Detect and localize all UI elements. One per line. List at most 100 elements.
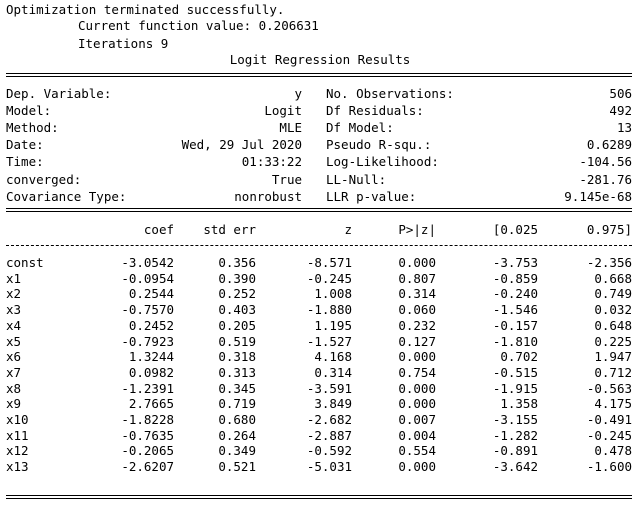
table-row: x10 -1.8228 0.680 -2.682 0.007 -3.155 -0.491 bbox=[0, 412, 640, 428]
cell-z: -8.571 bbox=[306, 255, 352, 270]
cell-hi: 0.225 bbox=[594, 334, 632, 349]
cell-p: 0.000 bbox=[398, 255, 436, 270]
summary-left-label: Covariance Type: bbox=[6, 189, 127, 204]
table-row: x2 0.2544 0.252 1.008 0.314 -0.240 0.749 bbox=[0, 286, 640, 302]
summary-left-label: Model: bbox=[6, 103, 52, 118]
table-row: x6 1.3244 0.318 4.168 0.000 0.702 1.947 bbox=[0, 349, 640, 365]
summary-row: Dep. Variable: y No. Observations: 506 bbox=[0, 86, 640, 102]
cell-hi: 0.712 bbox=[594, 365, 632, 380]
cell-p: 0.004 bbox=[398, 428, 436, 443]
summary-right-label: Df Residuals: bbox=[326, 103, 424, 118]
cell-lo: -1.282 bbox=[492, 428, 538, 443]
cell-hi: -1.600 bbox=[586, 459, 632, 474]
cell-coef: 0.2452 bbox=[128, 318, 174, 333]
cell-lo: -3.642 bbox=[492, 459, 538, 474]
summary-left-value: nonrobust bbox=[234, 189, 302, 204]
cell-stderr: 0.521 bbox=[218, 459, 256, 474]
cell-stderr: 0.390 bbox=[218, 271, 256, 286]
cell-stderr: 0.680 bbox=[218, 412, 256, 427]
table-row: const -3.0542 0.356 -8.571 0.000 -3.753 -2.356 bbox=[0, 255, 640, 271]
cell-hi: -2.356 bbox=[586, 255, 632, 270]
cell-p: 0.000 bbox=[398, 381, 436, 396]
summary-left-label: Dep. Variable: bbox=[6, 86, 112, 101]
cell-lo: -0.891 bbox=[492, 443, 538, 458]
cell-lo: -1.810 bbox=[492, 334, 538, 349]
cell-lo: 1.358 bbox=[500, 396, 538, 411]
cell-z: 0.314 bbox=[314, 365, 352, 380]
cell-z: 1.195 bbox=[314, 318, 352, 333]
cell-coef: -0.7635 bbox=[121, 428, 174, 443]
cell-z: -1.527 bbox=[306, 334, 352, 349]
cell-p: 0.000 bbox=[398, 396, 436, 411]
cell-coef: 1.3244 bbox=[128, 349, 174, 364]
cell-hi: -0.491 bbox=[586, 412, 632, 427]
summary-right-value: 492 bbox=[609, 103, 632, 118]
cell-z: -5.031 bbox=[306, 459, 352, 474]
summary-right-value: 0.6289 bbox=[586, 137, 632, 152]
cell-stderr: 0.318 bbox=[218, 349, 256, 364]
table-row: x12 -0.2065 0.349 -0.592 0.554 -0.891 0.478 bbox=[0, 443, 640, 459]
cell-p: 0.060 bbox=[398, 302, 436, 317]
cell-hi: 4.175 bbox=[594, 396, 632, 411]
row-variable-name: x11 bbox=[6, 428, 29, 443]
row-variable-name: const bbox=[6, 255, 44, 270]
cell-coef: -1.8228 bbox=[121, 412, 174, 427]
cell-coef: -0.0954 bbox=[121, 271, 174, 286]
row-variable-name: x12 bbox=[6, 443, 29, 458]
summary-left-value: 01:33:22 bbox=[241, 154, 302, 169]
col-header-stderr: std err bbox=[203, 222, 256, 237]
cell-coef: 2.7665 bbox=[128, 396, 174, 411]
cell-stderr: 0.345 bbox=[218, 381, 256, 396]
col-header-z: z bbox=[344, 222, 352, 237]
cell-z: 3.849 bbox=[314, 396, 352, 411]
cell-p: 0.754 bbox=[398, 365, 436, 380]
row-variable-name: x1 bbox=[6, 271, 22, 286]
cell-hi: -0.245 bbox=[586, 428, 632, 443]
row-variable-name: x9 bbox=[6, 396, 22, 411]
row-variable-name: x2 bbox=[6, 286, 22, 301]
col-header-ci-lower: [0.025 bbox=[492, 222, 538, 237]
summary-row: Model: Logit Df Residuals: 492 bbox=[0, 103, 640, 119]
summary-row: Method: MLE Df Model: 13 bbox=[0, 120, 640, 136]
function-value-message: Current function value: 0.206631 bbox=[78, 18, 319, 33]
cell-stderr: 0.252 bbox=[218, 286, 256, 301]
cell-z: 4.168 bbox=[314, 349, 352, 364]
summary-right-value: 9.145e-68 bbox=[564, 189, 632, 204]
cell-hi: -0.563 bbox=[586, 381, 632, 396]
cell-p: 0.554 bbox=[398, 443, 436, 458]
cell-z: 1.008 bbox=[314, 286, 352, 301]
cell-stderr: 0.264 bbox=[218, 428, 256, 443]
cell-coef: -1.2391 bbox=[121, 381, 174, 396]
cell-coef: -0.2065 bbox=[121, 443, 174, 458]
summary-left-label: Time: bbox=[6, 154, 44, 169]
cell-p: 0.807 bbox=[398, 271, 436, 286]
cell-p: 0.007 bbox=[398, 412, 436, 427]
cell-z: -2.682 bbox=[306, 412, 352, 427]
summary-right-value: -281.76 bbox=[579, 172, 632, 187]
double-rule-mid bbox=[6, 208, 632, 212]
summary-right-value: 506 bbox=[609, 86, 632, 101]
iterations-message: Iterations 9 bbox=[78, 36, 169, 51]
cell-stderr: 0.356 bbox=[218, 255, 256, 270]
cell-lo: -3.753 bbox=[492, 255, 538, 270]
table-row: x1 -0.0954 0.390 -0.245 0.807 -0.859 0.668 bbox=[0, 271, 640, 287]
cell-hi: 0.749 bbox=[594, 286, 632, 301]
row-variable-name: x10 bbox=[6, 412, 29, 427]
cell-coef: -2.6207 bbox=[121, 459, 174, 474]
cell-hi: 0.478 bbox=[594, 443, 632, 458]
row-variable-name: x6 bbox=[6, 349, 22, 364]
cell-p: 0.232 bbox=[398, 318, 436, 333]
cell-z: -2.887 bbox=[306, 428, 352, 443]
table-row: x8 -1.2391 0.345 -3.591 0.000 -1.915 -0.563 bbox=[0, 381, 640, 397]
cell-z: -3.591 bbox=[306, 381, 352, 396]
row-variable-name: x5 bbox=[6, 334, 22, 349]
cell-z: -1.880 bbox=[306, 302, 352, 317]
cell-z: -0.592 bbox=[306, 443, 352, 458]
cell-stderr: 0.403 bbox=[218, 302, 256, 317]
summary-left-value: Logit bbox=[264, 103, 302, 118]
coef-table-header: coef std err z P>|z| [0.025 0.975] bbox=[0, 222, 640, 238]
cell-stderr: 0.719 bbox=[218, 396, 256, 411]
cell-lo: 0.702 bbox=[500, 349, 538, 364]
summary-row: Time: 01:33:22 Log-Likelihood: -104.56 bbox=[0, 154, 640, 170]
cell-lo: -0.515 bbox=[492, 365, 538, 380]
